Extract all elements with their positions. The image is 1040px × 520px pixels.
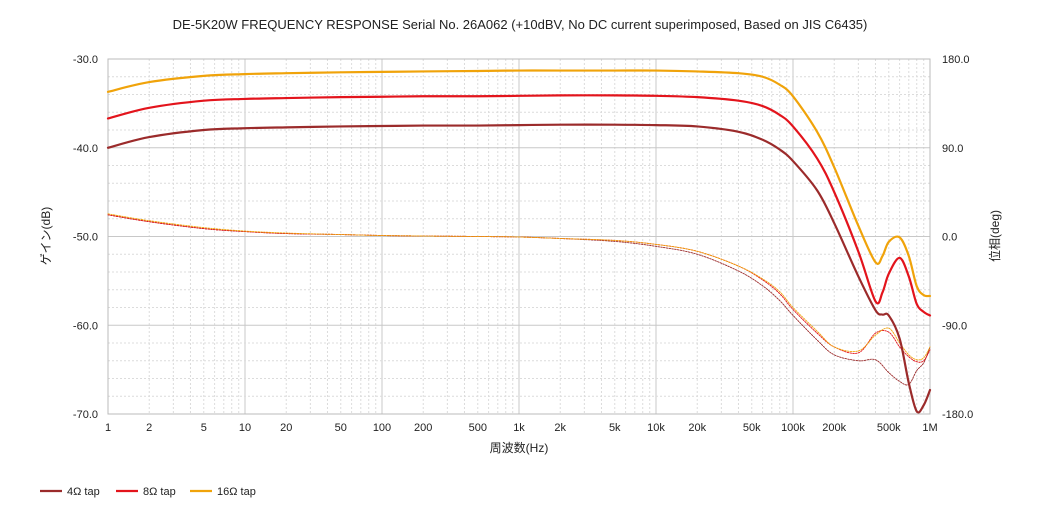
x-tick-label: 2k: [554, 422, 566, 434]
plot-frame: [107, 58, 931, 415]
x-tick-label: 50: [335, 422, 347, 434]
legend-label: 4Ω tap: [67, 486, 100, 498]
x-tick-label: 1k: [513, 422, 525, 434]
chart-title: DE-5K20W FREQUENCY RESPONSE Serial No. 2…: [173, 17, 868, 32]
y-axis-left-label: ゲイン(dB): [39, 207, 53, 265]
x-tick-label: 20k: [688, 422, 706, 434]
y-right-tick-label: 180.0: [942, 54, 970, 66]
legend-label: 8Ω tap: [143, 486, 176, 498]
gain-series-group: [106, 69, 932, 414]
legend: 4Ω tap 8Ω tap 16Ω tap: [40, 486, 256, 498]
y-left-tick-label: -30.0: [73, 54, 98, 66]
x-tick-label: 200k: [822, 422, 846, 434]
x-tick-label: 200: [414, 422, 432, 434]
y-right-tick-label: -90.0: [942, 320, 967, 332]
gain-line-8tap: [106, 94, 932, 317]
legend-label: 16Ω tap: [217, 486, 256, 498]
y-right-tick-label: -180.0: [942, 409, 973, 421]
gain-line-4tap: [106, 123, 932, 414]
y-axis-left-ticks: -30.0 -40.0 -50.0 -60.0 -70.0: [73, 54, 98, 421]
x-tick-label: 100k: [781, 422, 805, 434]
x-tick-label: 5: [201, 422, 207, 434]
x-axis-ticks: 1 2 5 10 20 50 100 200 500 1k 2k 5k 10k 20k 50k 100k 200…: [105, 422, 938, 434]
y-left-tick-label: -50.0: [73, 232, 98, 244]
y-left-tick-label: -70.0: [73, 409, 98, 421]
x-tick-label: 500k: [877, 422, 901, 434]
phase-series-group: [107, 213, 931, 386]
x-axis-label: 周波数(Hz): [490, 440, 549, 455]
y-left-tick-label: -60.0: [73, 320, 98, 332]
x-tick-label: 500: [469, 422, 487, 434]
gain-line-16tap: [106, 69, 932, 298]
y-right-tick-label: 0.0: [942, 232, 957, 244]
x-tick-label: 50k: [743, 422, 761, 434]
x-tick-label: 10k: [647, 422, 665, 434]
phase-line-16tap: [107, 213, 931, 361]
y-left-tick-label: -40.0: [73, 143, 98, 155]
x-tick-label: 1M: [922, 422, 937, 434]
phase-line-4tap: [107, 214, 931, 386]
x-tick-label: 100: [373, 422, 391, 434]
x-tick-label: 1: [105, 422, 111, 434]
x-tick-label: 2: [146, 422, 152, 434]
x-tick-label: 5k: [609, 422, 621, 434]
y-axis-right-ticks: 180.0 90.0 0.0 -90.0 -180.0: [942, 54, 973, 421]
x-tick-label: 20: [280, 422, 292, 434]
y-right-tick-label: 90.0: [942, 143, 963, 155]
x-tick-label: 10: [239, 422, 251, 434]
y-axis-right-label: 位相(deg): [987, 210, 1002, 262]
